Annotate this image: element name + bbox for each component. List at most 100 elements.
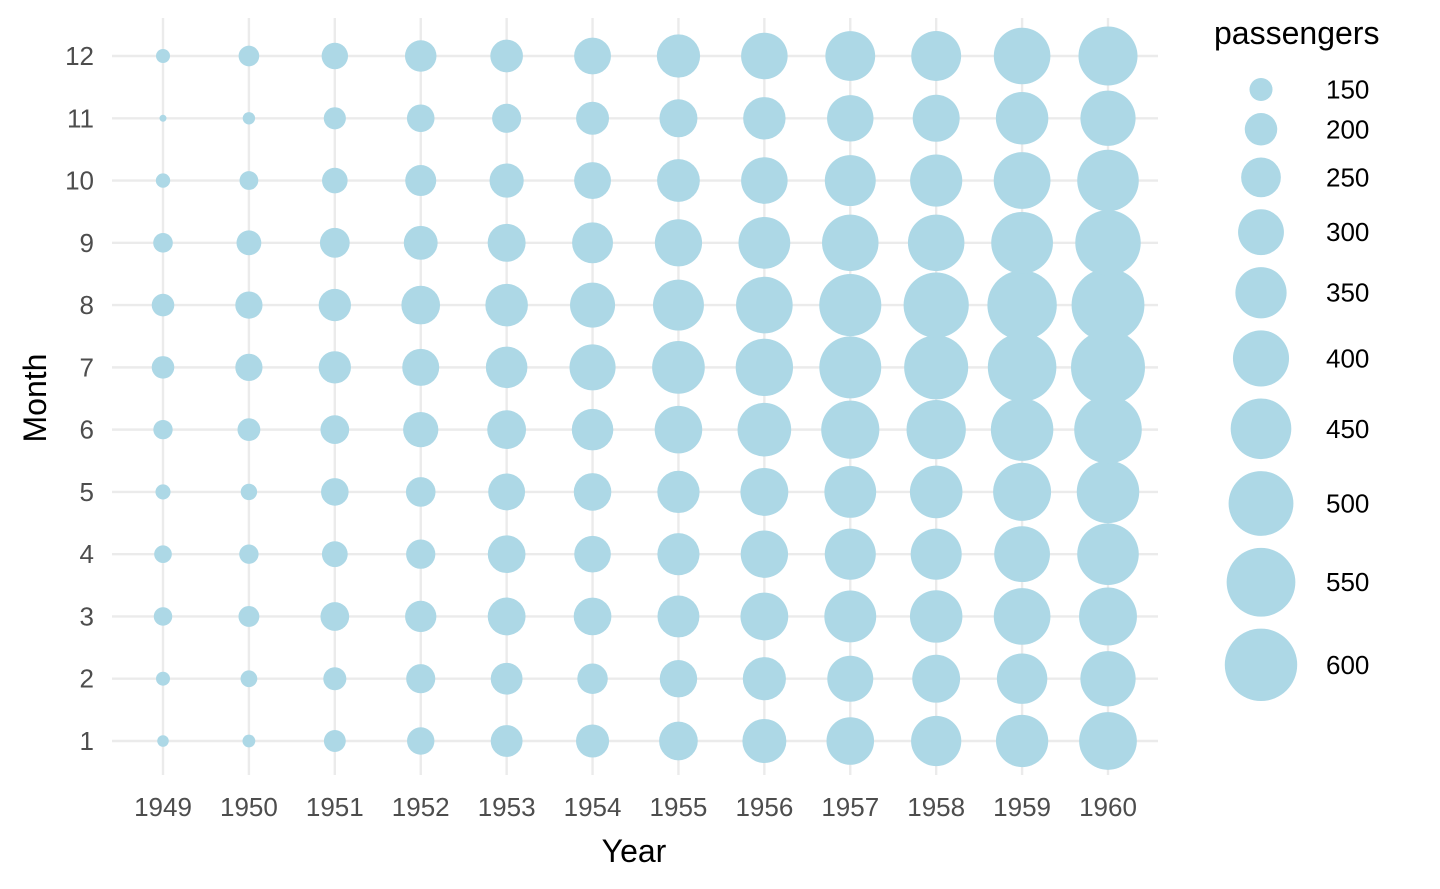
data-point bbox=[740, 467, 789, 516]
y-tick-label: 11 bbox=[67, 103, 94, 133]
data-point bbox=[320, 415, 350, 444]
legend-key bbox=[1244, 113, 1278, 146]
legend-key bbox=[1235, 267, 1287, 319]
data-point bbox=[1077, 149, 1139, 212]
data-point bbox=[485, 283, 528, 327]
data-point bbox=[657, 595, 700, 638]
legend-label: 350 bbox=[1326, 278, 1369, 308]
data-point bbox=[487, 597, 526, 636]
data-point bbox=[993, 462, 1052, 521]
data-point bbox=[911, 31, 962, 81]
data-point bbox=[993, 152, 1051, 209]
x-tick-label: 1950 bbox=[220, 792, 278, 822]
data-point bbox=[1071, 268, 1145, 342]
x-tick-label: 1957 bbox=[821, 792, 879, 822]
data-point bbox=[741, 32, 788, 80]
data-point bbox=[993, 588, 1051, 645]
data-point bbox=[402, 348, 440, 386]
legend-key bbox=[1228, 471, 1294, 536]
data-point bbox=[652, 341, 705, 394]
data-point bbox=[153, 607, 173, 626]
data-point bbox=[822, 214, 879, 272]
data-point bbox=[159, 114, 167, 122]
data-point bbox=[659, 99, 698, 138]
data-point bbox=[1075, 210, 1141, 276]
x-tick-label: 1960 bbox=[1079, 792, 1137, 822]
data-point bbox=[991, 211, 1053, 274]
data-point bbox=[736, 276, 793, 334]
data-point bbox=[405, 600, 437, 633]
data-point bbox=[235, 353, 263, 381]
data-point bbox=[403, 412, 439, 448]
data-point bbox=[404, 40, 437, 72]
data-point bbox=[236, 230, 262, 256]
x-tick-label: 1955 bbox=[650, 792, 708, 822]
data-point bbox=[570, 282, 616, 328]
data-point bbox=[1074, 395, 1142, 464]
data-point bbox=[573, 597, 612, 636]
data-point bbox=[574, 535, 611, 573]
data-point bbox=[156, 671, 170, 686]
x-tick-label: 1956 bbox=[735, 792, 793, 822]
y-tick-label: 4 bbox=[80, 539, 94, 569]
data-point bbox=[235, 291, 263, 319]
x-tick-label: 1949 bbox=[134, 792, 192, 822]
y-tick-label: 9 bbox=[80, 228, 94, 258]
data-point bbox=[490, 39, 523, 73]
data-point bbox=[569, 344, 616, 391]
data-point bbox=[572, 222, 613, 264]
data-point bbox=[320, 602, 350, 631]
data-point bbox=[656, 34, 701, 78]
data-point bbox=[652, 279, 704, 331]
data-point bbox=[155, 173, 171, 188]
data-point bbox=[1079, 712, 1137, 770]
data-point bbox=[824, 528, 876, 580]
data-point bbox=[487, 223, 526, 262]
data-point bbox=[488, 473, 526, 511]
data-point bbox=[490, 725, 523, 757]
data-point bbox=[318, 351, 351, 384]
data-point bbox=[490, 662, 523, 695]
data-point bbox=[659, 721, 698, 761]
data-point bbox=[910, 154, 963, 207]
legend-key bbox=[1249, 78, 1273, 102]
data-point bbox=[904, 335, 969, 400]
data-point bbox=[994, 526, 1050, 583]
data-point bbox=[155, 484, 171, 500]
data-point bbox=[156, 49, 170, 63]
legend: passengers 150 200 250 300 350 400 450 500 550 60… bbox=[1214, 15, 1379, 702]
y-tick-label: 3 bbox=[80, 601, 94, 631]
data-point bbox=[577, 663, 608, 694]
legend-title: passengers bbox=[1214, 15, 1379, 51]
y-tick-label: 1 bbox=[80, 726, 94, 756]
data-point bbox=[406, 104, 435, 133]
legend-label: 400 bbox=[1326, 343, 1369, 373]
data-point bbox=[151, 356, 175, 379]
data-point bbox=[242, 112, 256, 125]
data-point bbox=[405, 165, 437, 197]
y-tick-label: 12 bbox=[65, 41, 94, 71]
data-point bbox=[993, 27, 1051, 85]
data-point bbox=[912, 94, 960, 142]
data-point bbox=[995, 714, 1049, 768]
y-axis-title: Month bbox=[17, 354, 53, 443]
y-tick-label: 2 bbox=[80, 664, 94, 694]
data-point bbox=[657, 470, 700, 514]
data-point bbox=[318, 288, 351, 322]
data-point bbox=[237, 418, 261, 442]
data-point bbox=[827, 655, 874, 702]
data-point bbox=[909, 465, 963, 519]
x-axis-title: Year bbox=[602, 833, 667, 869]
data-point bbox=[1079, 587, 1137, 646]
data-point bbox=[909, 590, 963, 643]
data-point bbox=[574, 37, 611, 75]
data-point bbox=[819, 336, 882, 399]
y-tick-label: 7 bbox=[80, 352, 94, 382]
legend-label: 500 bbox=[1326, 488, 1369, 518]
data-point bbox=[1080, 90, 1136, 146]
data-point bbox=[742, 719, 787, 763]
legend-items: 150 200 250 300 350 400 450 500 550 600 bbox=[1224, 75, 1369, 702]
y-tick-label: 10 bbox=[65, 166, 94, 196]
legend-key bbox=[1224, 628, 1298, 702]
